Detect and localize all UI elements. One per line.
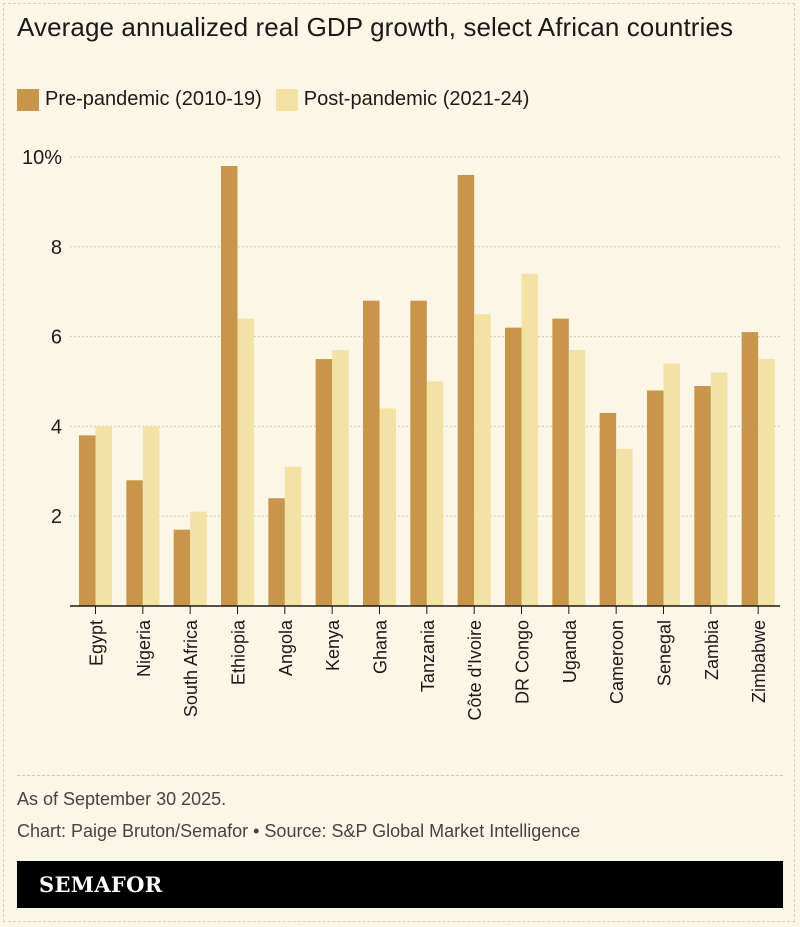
bar-post	[284, 466, 302, 606]
bar-pre	[410, 300, 427, 606]
brand-bar: SEMAFOR	[17, 861, 783, 908]
bar-chart: 2 4 6 8 10% Egypt Nigeria South Africa Ethiopia A…	[22, 147, 780, 721]
x-tick-label: Ghana	[371, 619, 391, 674]
bar-post	[426, 381, 444, 606]
bar-pre	[79, 435, 96, 606]
bar-post	[663, 363, 680, 606]
bar-pre	[221, 165, 238, 607]
bar-post	[474, 314, 491, 606]
x-tick-label: DR Congo	[513, 620, 533, 704]
bar-post	[190, 511, 207, 606]
footer-divider	[17, 775, 783, 776]
x-tick-label: South Africa	[181, 619, 201, 717]
bar-pre	[647, 390, 664, 606]
bar-pre	[741, 332, 759, 606]
legend-item-post: Post-pandemic (2021-24)	[275, 88, 530, 111]
y-tick-label: 6	[51, 327, 62, 349]
chart-title: Average annualized real GDP growth, sele…	[17, 12, 734, 42]
bar-post	[758, 359, 775, 606]
x-tick-label: Zimbabwe	[749, 620, 769, 703]
bar-pre	[126, 480, 143, 606]
x-tick-label: Ethiopia	[229, 619, 249, 685]
x-tick-label: Nigeria	[134, 619, 154, 677]
chart-credit: Chart: Paige Bruton/Semafor • Source: S&…	[17, 821, 581, 841]
x-tick-label: Senegal	[655, 620, 675, 686]
bar-post	[142, 426, 160, 606]
bar-post	[521, 273, 538, 606]
bar-pre	[363, 300, 380, 606]
bar-pre	[173, 529, 191, 606]
y-tick-label: 10%	[22, 147, 62, 169]
bar-pre	[268, 498, 285, 606]
x-tick-label: Côte d'Ivoire	[465, 620, 485, 721]
legend-label-pre: Pre-pandemic (2010-19)	[45, 88, 262, 110]
bar-pre	[505, 327, 522, 606]
y-tick-label: 4	[51, 416, 62, 438]
y-tick-label: 8	[51, 237, 62, 259]
bar-pre	[315, 359, 333, 606]
chart-note: As of September 30 2025.	[17, 789, 227, 809]
bar-post	[568, 350, 586, 606]
legend: Pre-pandemic (2010-19) Post-pandemic (20…	[17, 88, 543, 111]
bar-post	[95, 426, 112, 606]
legend-item-pre: Pre-pandemic (2010-19)	[17, 88, 262, 111]
bar-post	[616, 448, 633, 606]
legend-swatch-pre	[17, 88, 39, 111]
x-tick-label: Egypt	[87, 620, 107, 666]
bar-pre	[599, 412, 617, 606]
legend-swatch-post	[275, 88, 298, 111]
bar-post	[710, 372, 728, 606]
chart-frame	[3, 3, 795, 922]
bar-post	[332, 350, 349, 606]
bar-pre	[457, 174, 475, 606]
x-tick-label: Cameroon	[607, 620, 627, 704]
x-tick-label: Angola	[276, 619, 296, 676]
bar-post	[237, 318, 254, 606]
bar-pre	[552, 318, 569, 606]
bar-post	[379, 408, 396, 606]
legend-label-post: Post-pandemic (2021-24)	[303, 88, 530, 110]
x-tick-label: Uganda	[560, 619, 580, 683]
semafor-logo: SEMAFOR	[39, 872, 163, 897]
y-tick-label: 2	[51, 506, 62, 528]
x-tick-label: Tanzania	[418, 619, 438, 692]
bar-pre	[694, 385, 711, 606]
x-tick-label: Kenya	[323, 619, 343, 671]
x-tick-label: Zambia	[702, 619, 722, 680]
